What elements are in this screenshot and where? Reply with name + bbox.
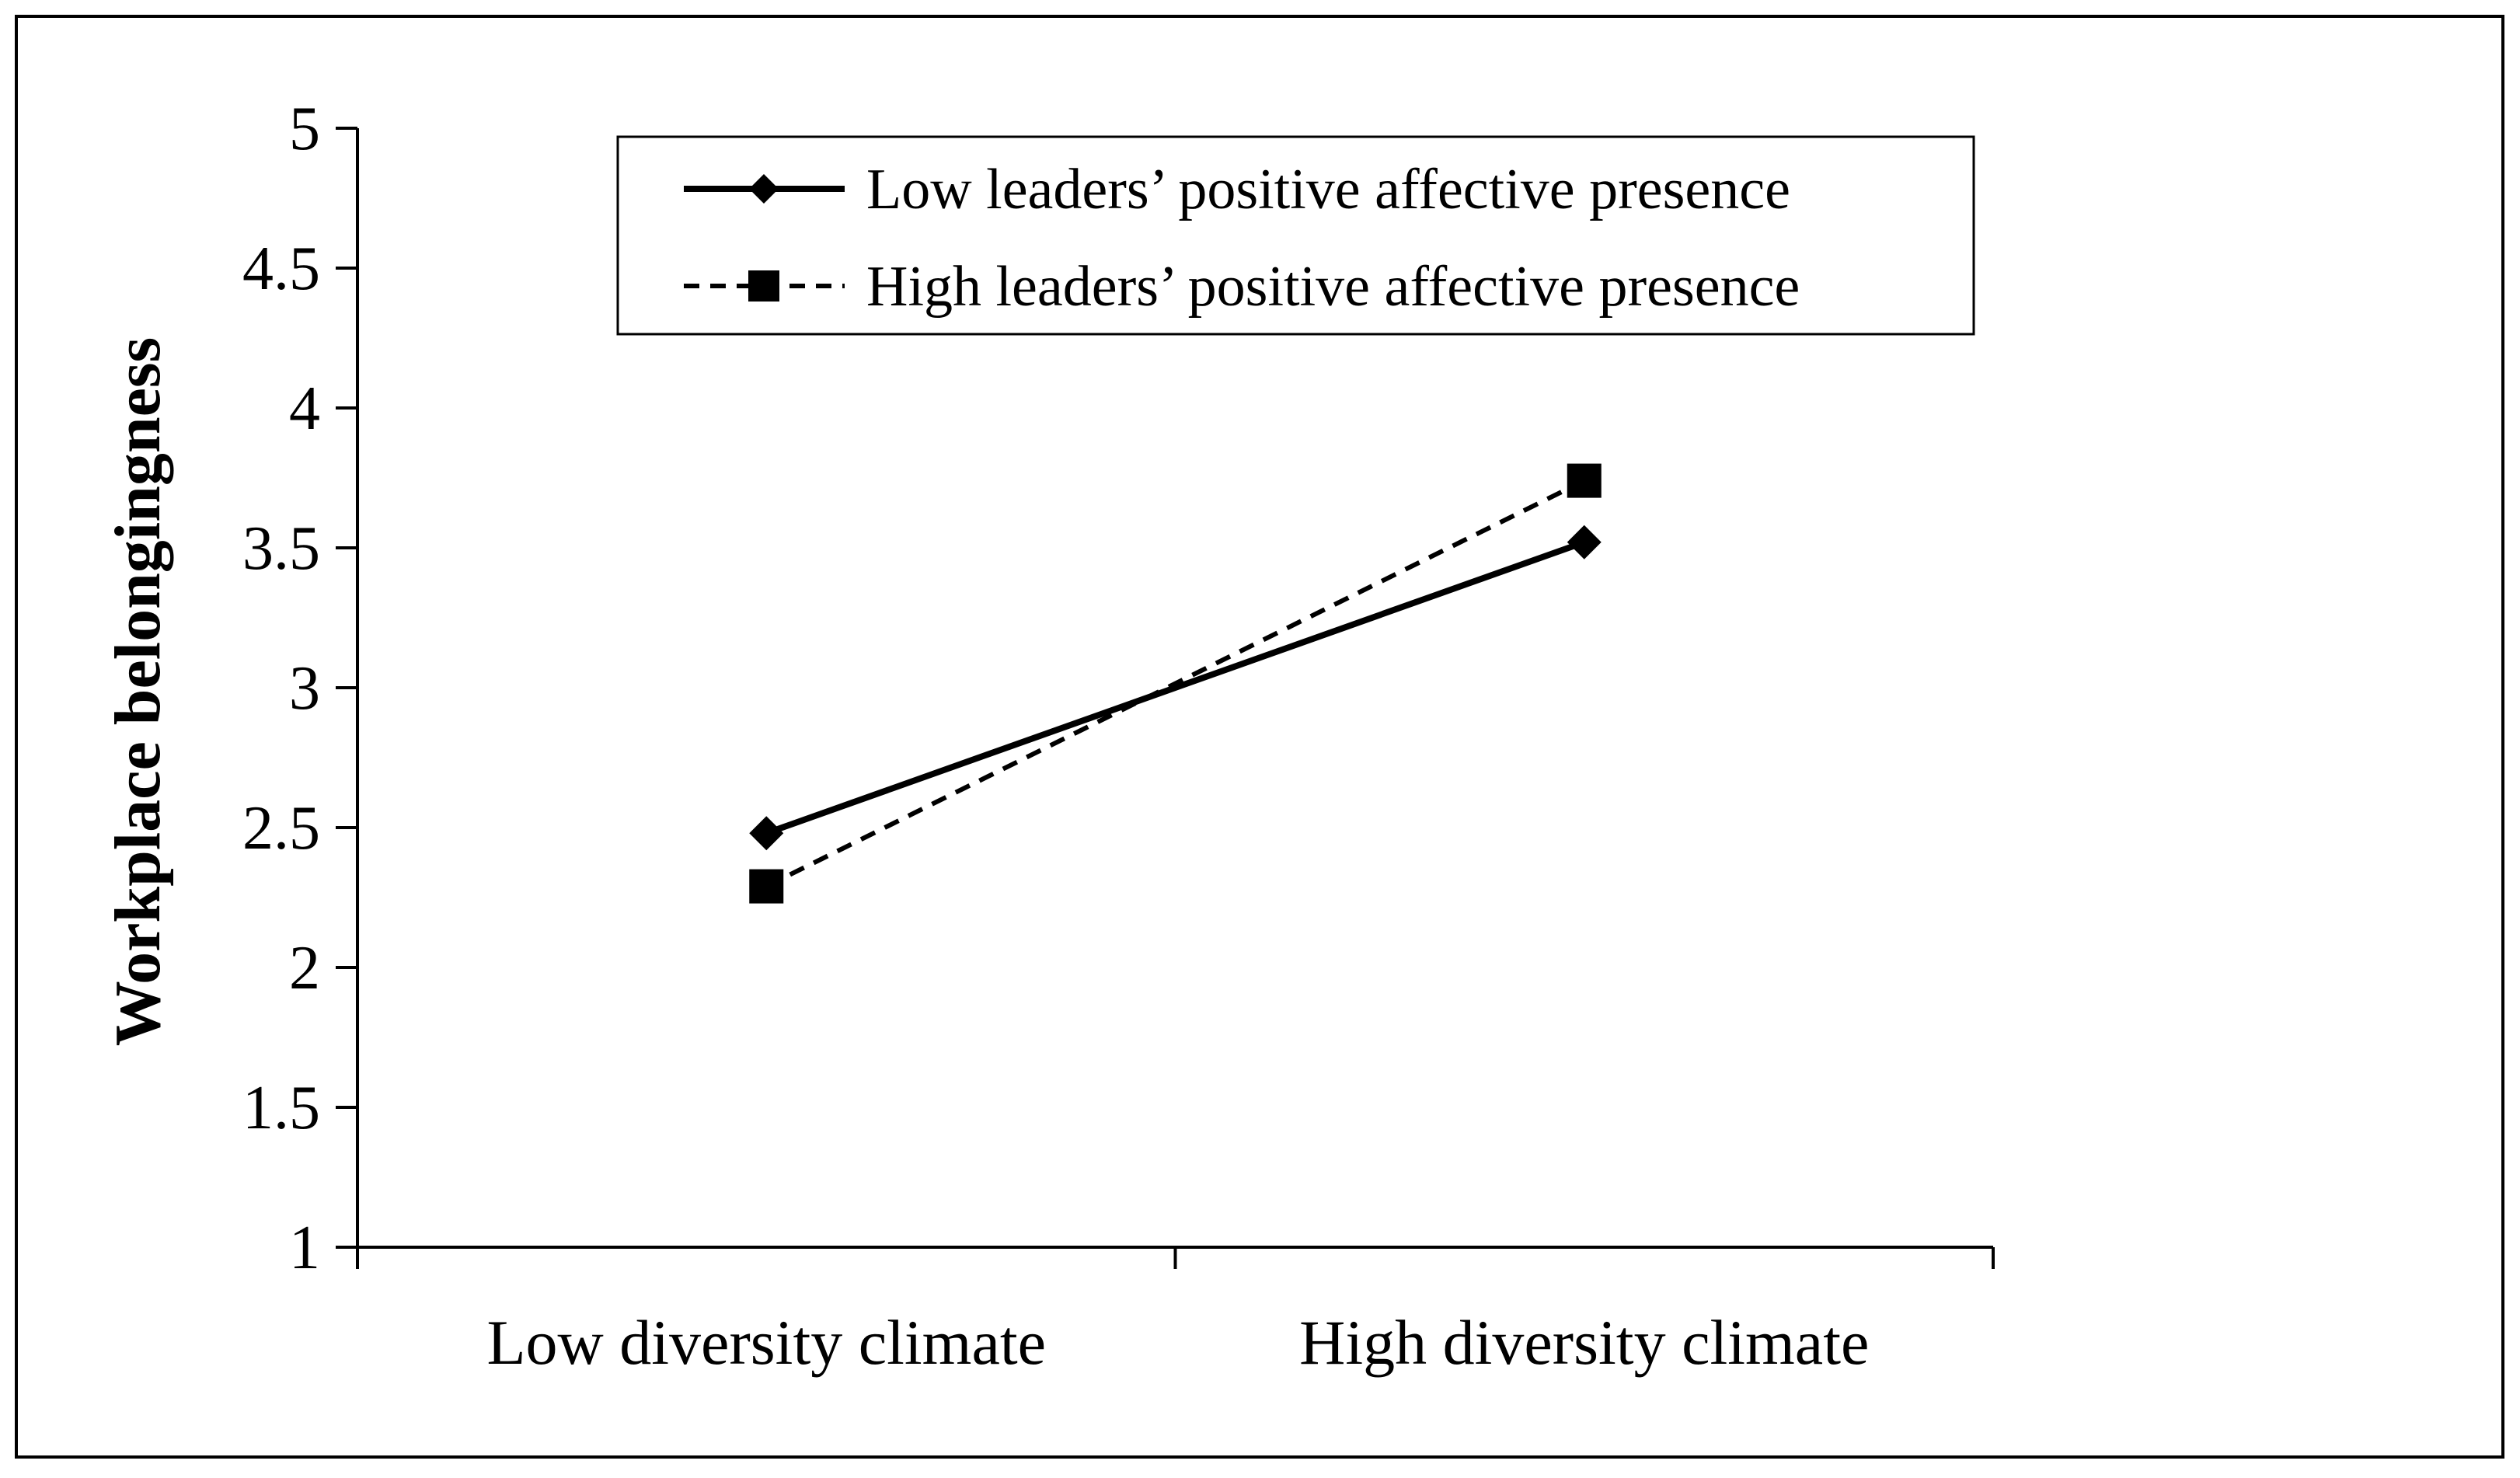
legend-label-high: High leaders’ positive affective presenc… bbox=[866, 255, 1800, 319]
legend: Low leaders’ positive affective presence… bbox=[616, 135, 1975, 336]
y-tick-label: 2.5 bbox=[242, 794, 320, 863]
data-point-square bbox=[749, 869, 784, 904]
y-tick-label: 4 bbox=[289, 375, 320, 443]
legend-label-low: Low leaders’ positive affective presence bbox=[866, 158, 1790, 221]
data-point-diamond bbox=[749, 816, 784, 851]
y-tick-label: 1.5 bbox=[242, 1074, 320, 1142]
x-category-label: Low diversity climate bbox=[486, 1307, 1046, 1378]
y-tick-label: 3.5 bbox=[242, 514, 320, 583]
series-line-0 bbox=[765, 539, 1586, 836]
y-tick-label: 1 bbox=[289, 1214, 320, 1282]
series-layer bbox=[749, 463, 1602, 904]
x-axis: Low diversity climate High diversity clim… bbox=[356, 1246, 1995, 1378]
legend-box bbox=[616, 135, 1975, 336]
series-line-1 bbox=[765, 478, 1586, 889]
y-axis-title: Workplace belongingness bbox=[102, 337, 174, 1046]
x-category-label: High diversity climate bbox=[1299, 1307, 1869, 1378]
data-point-diamond bbox=[1567, 525, 1602, 559]
y-axis: 1 1.5 2 2.5 3 3.5 4 4.5 5 bbox=[242, 95, 359, 1282]
y-tick-label: 5 bbox=[289, 95, 320, 163]
legend-marker-diamond bbox=[749, 174, 779, 204]
legend-marker-square bbox=[748, 270, 779, 302]
y-tick-label: 2 bbox=[289, 934, 320, 1002]
y-tick-label: 4.5 bbox=[242, 235, 320, 303]
y-tick-label: 3 bbox=[289, 654, 320, 723]
data-point-square bbox=[1567, 463, 1602, 498]
